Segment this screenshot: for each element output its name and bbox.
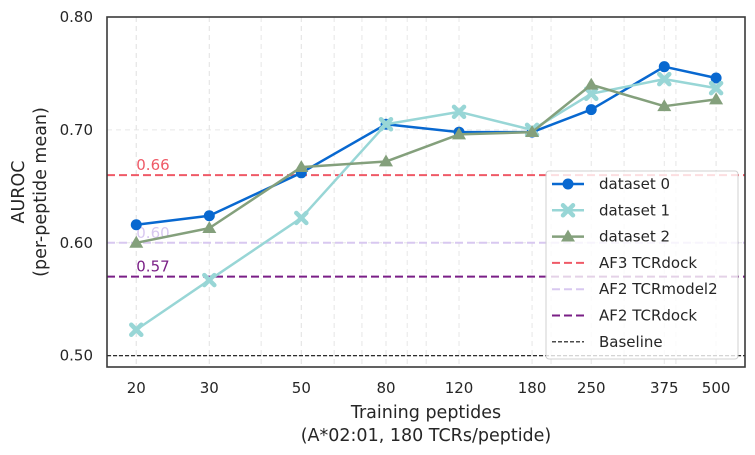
data-point-triangle — [584, 77, 599, 90]
x-tick-label: 120 — [445, 379, 474, 397]
data-point-triangle — [525, 125, 540, 138]
reference-line-label: 0.57 — [136, 258, 169, 276]
data-point-triangle — [202, 221, 217, 234]
legend-item: AF2 TCRmodel2 — [552, 280, 718, 298]
data-point-x — [657, 71, 672, 87]
data-point-circle — [562, 178, 574, 190]
legend-label: AF3 TCRdock — [599, 254, 697, 272]
y-tick-label: 0.80 — [60, 8, 93, 26]
data-point-triangle — [657, 99, 672, 112]
x-tick-label: 500 — [702, 379, 731, 397]
data-point-x — [294, 210, 309, 226]
data-point-circle — [658, 61, 670, 73]
x-axis-ticks: 20 30 50 80 120 180 250 375 500 — [127, 379, 731, 397]
y-tick-label: 0.50 — [60, 347, 93, 365]
legend-label: Baseline — [599, 333, 663, 351]
x-tick-label: 80 — [376, 379, 395, 397]
legend-item: AF3 TCRdock — [552, 254, 697, 272]
legend-item: Baseline — [552, 333, 663, 351]
data-point-x — [378, 117, 394, 132]
x-axis-label-line2: (A*02:01, 180 TCRs/peptide) — [301, 426, 552, 446]
data-point-circle — [130, 219, 142, 231]
legend-label: AF2 TCRmodel2 — [599, 280, 718, 298]
x-tick-label: 375 — [650, 379, 679, 397]
legend: dataset 0 dataset 1 dataset 2 AF3 TCRdock AF… — [545, 170, 739, 360]
x-tick-label: 250 — [577, 379, 606, 397]
data-point-triangle — [709, 92, 724, 105]
legend-label: dataset 0 — [599, 175, 670, 193]
legend-item: AF2 TCRdock — [552, 307, 697, 325]
y-axis-label-line2: (per-peptide mean) — [31, 107, 51, 277]
y-tick-label: 0.70 — [60, 121, 93, 139]
y-tick-label: 0.60 — [60, 234, 93, 252]
data-point-x — [583, 86, 599, 102]
x-tick-label: 50 — [292, 379, 311, 397]
series-lines — [129, 61, 724, 337]
plot-frame — [106, 16, 746, 368]
x-tick-label: 20 — [127, 379, 146, 397]
legend-item: dataset 0 — [552, 175, 670, 193]
data-point-x — [708, 80, 724, 96]
x-tick-label: 180 — [518, 379, 547, 397]
x-axis-label: Training peptides — [350, 403, 501, 423]
data-point-triangle — [129, 235, 144, 248]
series-dataset-2 — [129, 77, 724, 248]
y-axis-label: AUROC — [9, 161, 29, 224]
legend-label: dataset 1 — [599, 201, 670, 219]
data-point-x — [129, 322, 144, 337]
data-point-triangle — [378, 154, 393, 167]
x-tick-label: 30 — [200, 379, 219, 397]
reference-line-label: 0.66 — [136, 156, 169, 174]
legend-item: dataset 2 — [552, 228, 670, 246]
data-point-circle — [203, 210, 215, 222]
data-point-circle — [585, 104, 597, 116]
data-point-triangle — [294, 160, 309, 173]
data-point-x — [202, 272, 217, 288]
legend-item: dataset 1 — [552, 201, 670, 219]
legend-box — [545, 170, 739, 360]
legend-label: AF2 TCRdock — [599, 307, 697, 325]
legend-label: dataset 2 — [599, 228, 670, 246]
data-point-x — [560, 203, 576, 218]
data-point-triangle — [452, 127, 467, 140]
data-point-circle — [710, 72, 722, 84]
y-axis-ticks: 0.50 0.60 0.70 0.80 — [60, 8, 93, 365]
data-point-triangle — [561, 229, 575, 242]
data-point-x — [451, 104, 467, 120]
